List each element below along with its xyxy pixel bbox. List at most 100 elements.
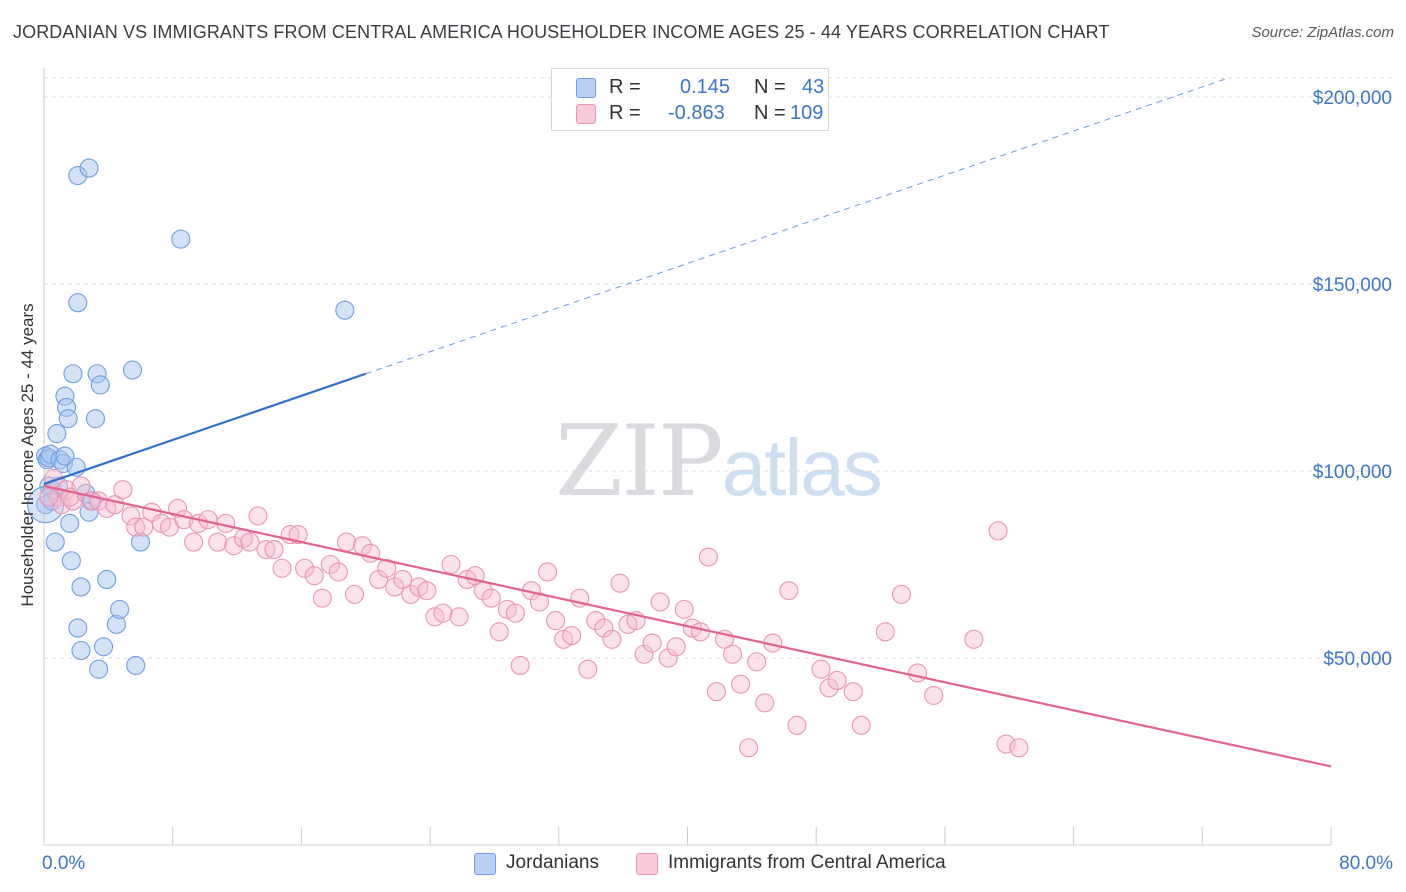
bottom-legend-label: Immigrants from Central America xyxy=(668,852,946,873)
data-point-central-america xyxy=(546,611,566,631)
data-point-central-america xyxy=(344,584,365,604)
data-point-central-america xyxy=(537,562,558,582)
stats-legend: R = 0.145 N = 43 R = -0.863 N = 109 xyxy=(551,68,829,131)
source-credit: Source: ZipAtlas.com xyxy=(1251,24,1394,41)
legend-swatch-jordanians xyxy=(576,78,596,98)
data-point-central-america xyxy=(377,558,397,578)
data-point-central-america xyxy=(264,539,284,560)
data-point-jordanians xyxy=(55,446,75,466)
data-point-jordanians xyxy=(126,655,146,676)
axes xyxy=(43,68,1332,846)
data-point-jordanians xyxy=(122,360,143,380)
data-point-central-america xyxy=(449,607,469,627)
data-point-jordanians xyxy=(79,158,99,178)
grid-lines xyxy=(44,77,1392,659)
data-point-central-america xyxy=(602,629,622,649)
data-point-central-america xyxy=(779,581,799,601)
series-central-america xyxy=(39,468,1029,758)
bottom-legend-swatch-central-america xyxy=(636,853,658,875)
data-point-central-america xyxy=(336,532,356,552)
data-point-jordanians xyxy=(60,513,80,533)
bottom-legend-swatch-jordanians xyxy=(474,853,496,875)
x-tick-label: 80.0% xyxy=(1339,853,1393,874)
data-point-central-america xyxy=(690,622,710,642)
legend-r-value: -0.863 xyxy=(668,102,725,124)
legend-n-value: 109 xyxy=(790,102,824,124)
data-point-central-america xyxy=(908,663,928,683)
data-point-central-america xyxy=(787,715,807,735)
data-point-central-america xyxy=(328,562,348,582)
data-point-central-america xyxy=(562,626,582,646)
data-point-central-america xyxy=(891,584,912,604)
trend-lines xyxy=(43,77,1332,768)
data-point-central-america xyxy=(642,633,662,653)
data-point-central-america xyxy=(113,480,133,500)
data-point-jordanians xyxy=(93,637,114,657)
data-point-central-america xyxy=(811,659,831,679)
data-point-central-america xyxy=(433,603,453,623)
data-point-central-america xyxy=(578,659,598,679)
data-point-central-america xyxy=(320,554,340,575)
data-point-central-america xyxy=(248,506,268,526)
data-point-central-america xyxy=(304,566,324,586)
data-point-jordanians xyxy=(110,599,130,619)
data-point-central-america xyxy=(510,655,530,676)
data-point-central-america xyxy=(401,584,421,604)
data-point-central-america xyxy=(417,581,437,601)
data-point-central-america xyxy=(369,569,389,590)
legend-r-label: R = xyxy=(609,102,641,124)
chart-title: JORDANIAN VS IMMIGRANTS FROM CENTRAL AME… xyxy=(13,22,1110,42)
data-point-central-america xyxy=(722,644,743,664)
data-point-central-america xyxy=(489,622,509,642)
legend-r-label: R = xyxy=(609,76,641,98)
watermark-atlas: atlas xyxy=(721,423,883,512)
series-jordanians xyxy=(27,158,355,679)
data-point-central-america xyxy=(312,588,332,608)
data-point-central-america xyxy=(167,498,188,518)
data-point-central-america xyxy=(586,611,606,631)
data-point-central-america xyxy=(610,573,630,593)
data-point-central-america xyxy=(272,558,292,578)
trend-line-jordanians xyxy=(43,372,367,486)
data-point-central-america xyxy=(634,644,654,664)
data-point-jordanians xyxy=(45,532,65,552)
data-point-jordanians xyxy=(130,532,151,552)
data-point-central-america xyxy=(755,693,775,713)
data-point-jordanians xyxy=(47,424,67,444)
data-point-central-america xyxy=(385,577,405,597)
data-point-central-america xyxy=(240,532,260,552)
data-point-central-america xyxy=(184,532,204,552)
data-point-central-america xyxy=(650,592,670,612)
data-point-central-america xyxy=(706,682,727,702)
y-tick-label: $200,000 xyxy=(1313,88,1392,109)
data-point-jordanians xyxy=(71,640,91,661)
axis-labels: $50,000 $100,000 $150,000 $200,000 0.0% 80.0%… xyxy=(18,88,1393,874)
data-point-central-america xyxy=(295,558,315,578)
data-point-jordanians xyxy=(90,375,110,395)
data-point-central-america xyxy=(658,648,678,668)
data-point-central-america xyxy=(875,622,895,642)
data-point-central-america xyxy=(739,738,759,758)
data-point-central-america xyxy=(674,599,694,619)
watermark: ZIPatlas xyxy=(555,405,883,519)
y-tick-label: $100,000 xyxy=(1313,462,1392,483)
data-point-central-america xyxy=(843,682,863,702)
data-point-central-america xyxy=(39,487,59,507)
data-point-central-america xyxy=(594,618,614,638)
data-point-central-america xyxy=(988,521,1008,541)
data-point-central-america xyxy=(731,674,751,694)
data-point-central-america xyxy=(924,685,944,705)
data-point-jordanians xyxy=(63,364,83,384)
trend-line-central-america xyxy=(43,484,1332,768)
data-point-jordanians xyxy=(71,577,91,597)
data-point-central-america xyxy=(1009,738,1029,758)
data-point-central-america xyxy=(666,637,686,657)
data-point-central-america xyxy=(441,554,461,575)
legend-n-value: 43 xyxy=(802,76,825,98)
bottom-legend-label: Jordanians xyxy=(506,852,599,873)
data-point-central-america xyxy=(481,588,501,608)
data-point-central-america xyxy=(827,670,847,690)
y-axis-label: Householder Income Ages 25 - 44 years xyxy=(18,303,37,606)
data-point-jordanians xyxy=(58,409,78,429)
